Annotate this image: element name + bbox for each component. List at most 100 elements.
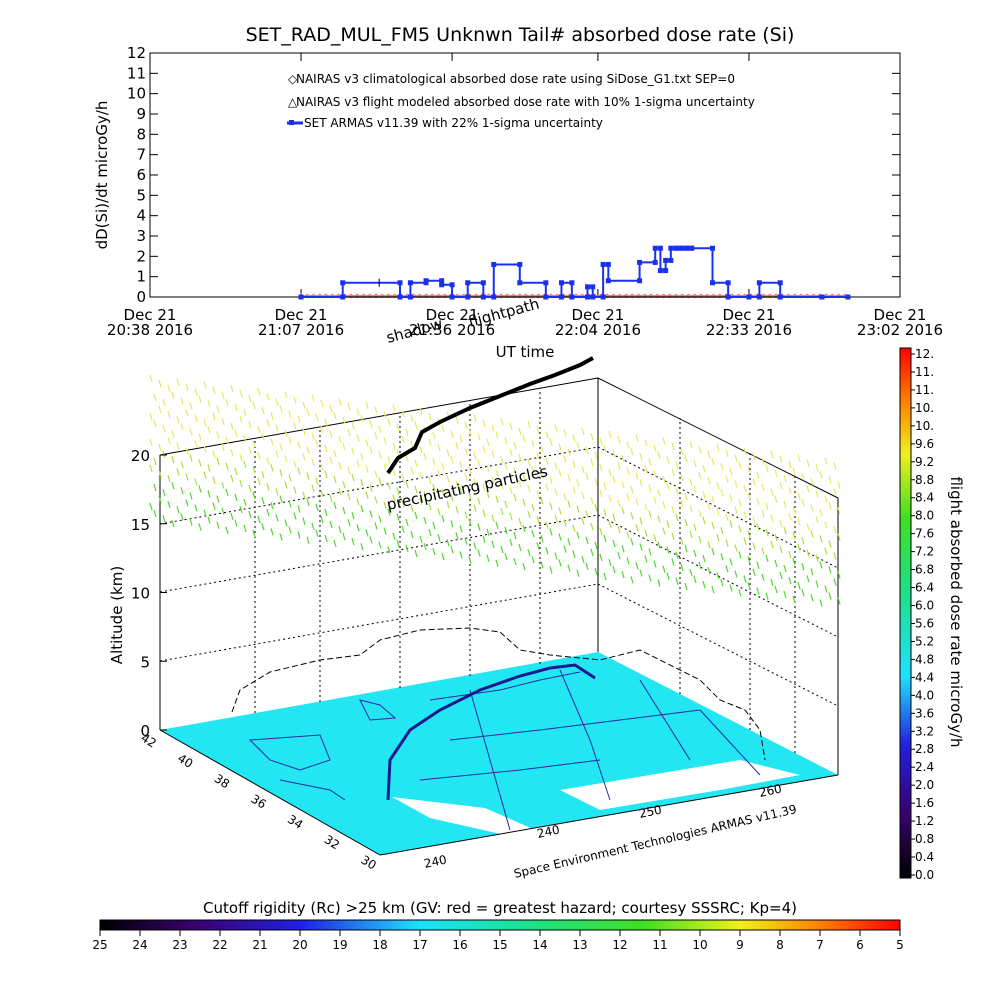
dose-dash (450, 494, 454, 502)
dose-dash (383, 501, 387, 509)
dose-dash (311, 484, 315, 492)
series-point (663, 268, 669, 274)
dose-dash (824, 521, 828, 529)
rg-tick-label: 15 (492, 938, 507, 952)
dose-dash (239, 453, 243, 462)
dose-dash (734, 480, 738, 488)
dose-dash (671, 506, 675, 514)
dose-dash (221, 443, 225, 451)
series-point (623, 293, 629, 299)
dose-dash (513, 557, 517, 566)
dose-dash (810, 594, 814, 602)
annotation-flightpath: flightpath (466, 295, 541, 331)
dose-dash (279, 533, 283, 541)
dose-dash (788, 576, 792, 585)
series-point (569, 280, 575, 286)
dose-dash (639, 543, 643, 551)
dose-dash (698, 561, 702, 570)
dose-dash (320, 399, 324, 408)
dose-dash (302, 491, 306, 499)
dose-dash (518, 427, 522, 436)
series-point (535, 293, 542, 299)
series-point (668, 257, 674, 263)
dose-dash (149, 464, 153, 473)
dose-dash (756, 471, 760, 479)
dose-dash (612, 513, 616, 522)
dose-dash (603, 572, 607, 581)
dose-dash (630, 538, 634, 546)
dose-dash (504, 462, 508, 471)
dose-dash (347, 493, 351, 501)
dose-dash (707, 541, 711, 549)
dose-dash (725, 449, 729, 457)
dose-dash (324, 534, 328, 543)
dose-dash (428, 528, 432, 537)
3d-panel: shadow flightpath precipitating particle… (108, 295, 841, 881)
dose-dash (351, 538, 355, 546)
dose-dash (810, 530, 814, 538)
series-point (423, 293, 429, 299)
dose-dash (248, 394, 252, 403)
z-axis-ticks: 0 5 10 15 20 (131, 447, 167, 740)
dose-dash (558, 469, 562, 477)
cb-tick-label: 4.0 (915, 688, 934, 702)
dose-dash (387, 546, 391, 554)
dose-dash (275, 424, 279, 432)
plot-series (298, 245, 851, 300)
legend-entry: NAIRAS v3 flight modeled absorbed dose r… (296, 95, 755, 109)
y-tick-label: 1 (136, 268, 146, 286)
dose-dash (347, 467, 351, 475)
lat-tick-label: 34 (285, 812, 305, 832)
dose-dash (212, 502, 216, 510)
dose-dash (491, 476, 495, 484)
dose-dash (761, 573, 765, 581)
series-point (449, 282, 455, 288)
dose-dash (297, 467, 301, 475)
dose-dash (738, 589, 742, 597)
dose-dash (527, 421, 531, 429)
dose-dash (581, 465, 585, 473)
dose-dash (333, 411, 337, 420)
dose-dash (599, 463, 603, 472)
dose-dash (621, 481, 625, 489)
dose-dash (432, 457, 436, 466)
dose-dash (657, 541, 661, 549)
dose-dash (320, 425, 324, 434)
dose-dash (189, 428, 193, 436)
dose-colorbar-label: flight absorbed dose rate microGy/h (947, 476, 965, 747)
rg-tick-label: 12 (612, 938, 627, 952)
dose-dash (374, 406, 378, 414)
dose-dash (770, 578, 774, 587)
dose-dash (216, 457, 220, 465)
x-tick-label-date: Dec 21 (124, 306, 177, 324)
dose-dash (432, 431, 436, 440)
dose-dash (792, 467, 796, 476)
dose-dash (315, 477, 319, 485)
dose-dash (801, 537, 805, 545)
dose-dash (626, 557, 630, 565)
dose-dash (788, 550, 792, 559)
dose-dash (648, 548, 652, 556)
dose-dash (630, 512, 634, 520)
dose-dash (617, 462, 621, 470)
series-point (604, 293, 610, 299)
dose-dash (680, 499, 684, 508)
dose-dash (455, 480, 459, 488)
rg-tick-label: 5 (896, 938, 904, 952)
cb-tick-label: 6.8 (915, 563, 934, 577)
dose-dash (207, 464, 211, 472)
series-point (710, 293, 717, 299)
rg-tick-label: 14 (532, 938, 547, 952)
dose-dash (266, 509, 270, 517)
dose-dash (522, 524, 526, 533)
dose-dash (270, 464, 274, 472)
dose-dash (549, 438, 553, 446)
rg-tick-label: 11 (652, 938, 667, 952)
dose-dash (545, 521, 549, 529)
dose-dash (230, 474, 234, 483)
dose-dash (252, 401, 256, 410)
cb-tick-label: 8.4 (915, 491, 934, 505)
dose-dash (711, 586, 715, 594)
y-tick-label: 8 (136, 125, 146, 143)
